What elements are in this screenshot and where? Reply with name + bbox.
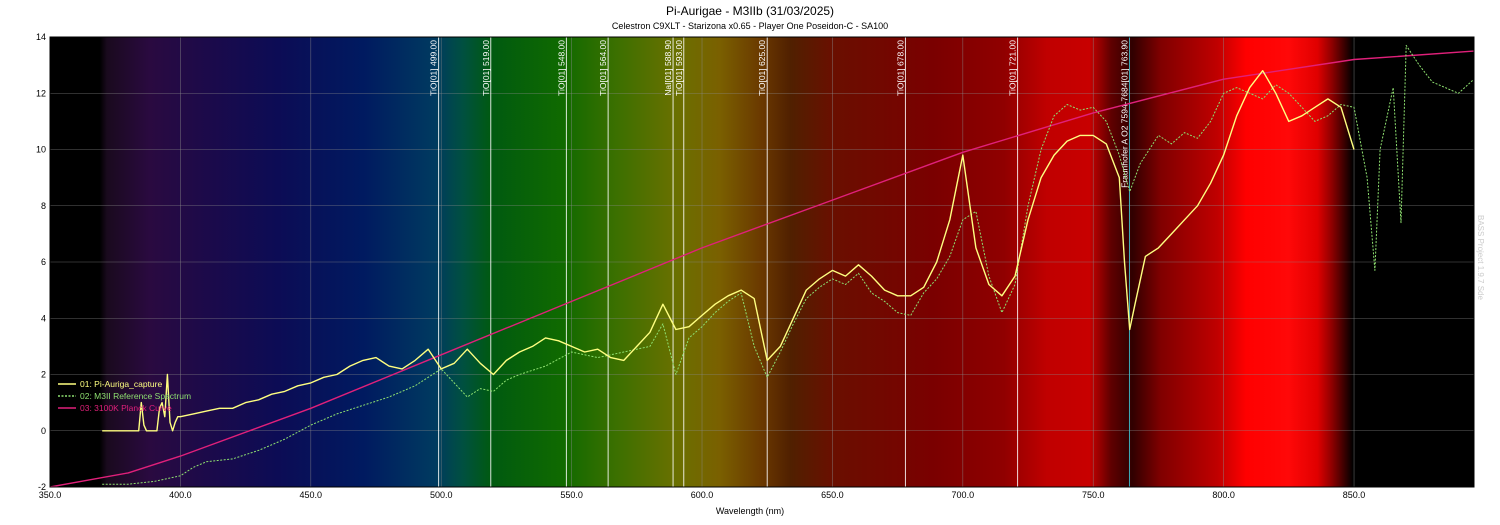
- x-tick-label: 800.0: [1212, 490, 1235, 500]
- reference-line-label: TiO[01] 564.00: [598, 40, 608, 96]
- x-tick-label: 700.0: [952, 490, 975, 500]
- y-tick-label: 8: [41, 201, 46, 211]
- chart-title: Pi-Aurigae - M3IIb (31/03/2025): [665, 4, 835, 18]
- y-tick-label: 4: [41, 313, 46, 323]
- x-tick-label: 650.0: [821, 490, 844, 500]
- reference-line-label: TiO[01] 519.00: [481, 40, 491, 96]
- legend: 01: Pi-Auriga_capture 02: M3II Reference …: [58, 379, 191, 413]
- y-tick-label: 6: [41, 257, 46, 267]
- reference-line-label: TiO[01] 548.00: [556, 40, 566, 96]
- legend-entry: 01: Pi-Auriga_capture: [80, 379, 162, 389]
- reference-line-label: NaI[01] 588.90: [663, 40, 673, 96]
- reference-line-label: TiO[01] 721.00: [1008, 40, 1018, 96]
- series-line: [102, 69, 1355, 432]
- x-tick-label: 600.0: [691, 490, 714, 500]
- y-tick-label: 12: [36, 88, 46, 98]
- x-tick-label: 350.0: [39, 490, 62, 500]
- x-tick-label: 450.0: [300, 490, 323, 500]
- series-line: [102, 44, 1474, 485]
- reference-line-label: TiO[01] 499.00: [429, 40, 439, 96]
- x-tick-label: 500.0: [430, 490, 453, 500]
- x-tick-label: 750.0: [1082, 490, 1105, 500]
- x-tick-label: 850.0: [1343, 490, 1366, 500]
- reference-line-label: Fraunhofer A O2 7594-7684[01] 763.90: [1119, 40, 1129, 188]
- x-tick-label: 550.0: [560, 490, 583, 500]
- y-tick-label: 2: [41, 370, 46, 380]
- plot-frame: [49, 36, 1475, 488]
- reference-line-label: TiO[01] 678.00: [895, 40, 905, 96]
- y-tick-label: 14: [36, 32, 46, 42]
- y-tick-label: -2: [38, 482, 46, 492]
- y-tick-label: 0: [41, 426, 46, 436]
- data-series: [50, 44, 1474, 487]
- legend-entry: 03: 3100K Planck Curve: [80, 403, 172, 413]
- series-line: [50, 50, 1474, 487]
- axes: 350.0 400.0 450.0 500.0 550.0 600.0 650.0 700.0…: [36, 32, 1475, 500]
- chart-subtitle: Celestron C9XLT - Starizona x0.65 - Play…: [611, 21, 889, 31]
- x-axis-label: Wavelength (nm): [715, 506, 785, 516]
- watermark-text: BASS Project 1.9.7 Sde: [1476, 215, 1485, 300]
- legend-entry: 02: M3II Reference Spectrum: [80, 391, 191, 401]
- x-tick-label: 400.0: [169, 490, 192, 500]
- reference-lines: TiO[01] 499.00 TiO[01] 519.00 TiO[01] 548.…: [429, 37, 1130, 487]
- y-tick-label: 10: [36, 145, 46, 155]
- reference-line-label: TiO[01] 625.00: [757, 40, 767, 96]
- reference-line-label: TiO[01] 593.00: [674, 40, 684, 96]
